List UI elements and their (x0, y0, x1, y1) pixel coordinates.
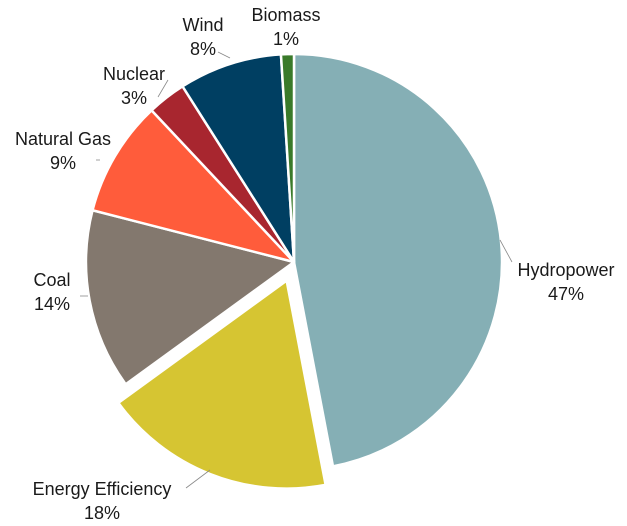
slice-label-natural-gas: Natural Gas (15, 129, 111, 149)
slice-pct-natural-gas: 9% (50, 153, 76, 173)
pie-slice-coal (84, 209, 296, 386)
slice-pct-energy-efficiency: 18% (84, 503, 120, 523)
slice-label-nuclear: Nuclear (103, 64, 165, 84)
slice-label-biomass: Biomass (251, 5, 320, 25)
slice-label-wind: Wind (182, 15, 223, 35)
pie-slice-energy-efficiency (117, 279, 327, 490)
leader-line-energy-efficiency (185, 469, 211, 489)
leader-lines (80, 51, 513, 489)
slice-pct-nuclear: 3% (121, 88, 147, 108)
slice-label-coal: Coal (33, 270, 70, 290)
pie-slice-natural-gas (91, 109, 296, 264)
slice-pct-wind: 8% (190, 39, 216, 59)
pie-slices (84, 52, 504, 490)
slice-name-hydropower: Hydropower (517, 260, 614, 280)
leader-line-nuclear (157, 79, 169, 98)
slice-label-hydropower: Hydropower (517, 260, 614, 280)
leader-line-hydropower (499, 239, 513, 263)
slice-pct-biomass: 1% (273, 29, 299, 49)
slice-pct-coal: 14% (34, 294, 70, 314)
pie-slice-biomass (279, 52, 296, 264)
slice-pct-hydropower: 47% (548, 284, 584, 304)
pie-slice-wind (181, 53, 296, 264)
pie-slice-hydropower (292, 52, 504, 468)
slice-label-energy-efficiency: Energy Efficiency (33, 479, 172, 499)
leader-line-wind (217, 51, 231, 59)
